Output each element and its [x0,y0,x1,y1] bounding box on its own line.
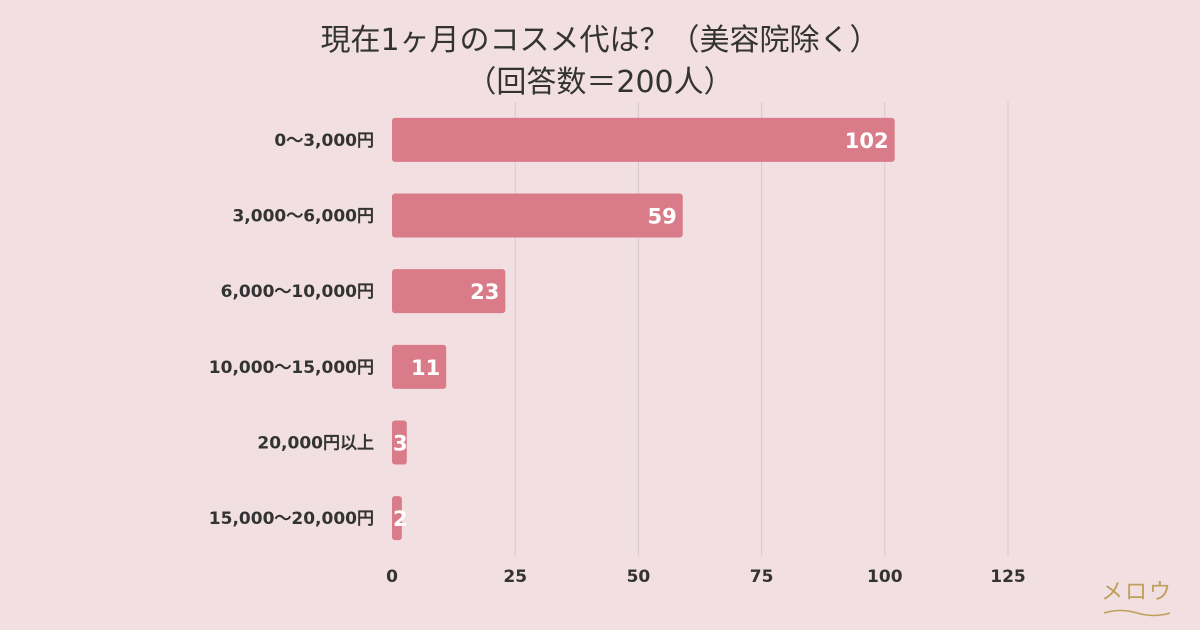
category-label: 15,000〜20,000円 [209,509,374,529]
bar-value-label: 11 [411,356,440,380]
x-tick-label: 100 [867,567,903,587]
x-tick-label: 75 [750,567,774,587]
logo-flourish-icon [1103,609,1171,617]
chart-title-line-1: 現在1ヶ月のコスメ代は？（美容院除く） [320,23,880,58]
bar-value-label: 3 [393,432,408,456]
category-labels: 0〜3,000円 3,000〜6,000円 6,000〜10,000円 10,000〜… [209,131,374,529]
bars: 102 59 23 11 3 2 [392,117,895,541]
x-tick-label: 50 [627,567,651,587]
bar-value-label: 59 [648,205,677,229]
x-axis-ticks: 0 25 50 75 100 125 [386,567,1026,587]
category-label: 10,000〜15,000円 [209,358,374,378]
bar [392,344,447,389]
bar [392,269,506,314]
bar [392,496,402,541]
bar-value-label: 2 [393,507,408,531]
bar-value-label: 23 [470,280,499,304]
category-label: 6,000〜10,000円 [221,282,374,302]
chart-title-line-2: （回答数＝200人） [466,65,734,100]
category-label: 3,000〜6,000円 [232,207,374,227]
x-tick-label: 25 [503,567,527,587]
bar [392,193,683,238]
brand-logo: メロウ [1086,578,1188,624]
bar-value-label: 102 [845,129,889,153]
chart-title: 現在1ヶ月のコスメ代は？（美容院除く） （回答数＝200人） [0,20,1200,104]
brand-logo-text: メロウ [1100,580,1173,605]
category-label: 20,000円以上 [257,434,374,454]
grid-lines [514,102,1009,556]
x-tick-label: 0 [386,567,398,587]
bar [392,420,407,465]
category-label: 0〜3,000円 [274,131,374,151]
bar [392,117,895,162]
x-tick-label: 125 [990,567,1026,587]
